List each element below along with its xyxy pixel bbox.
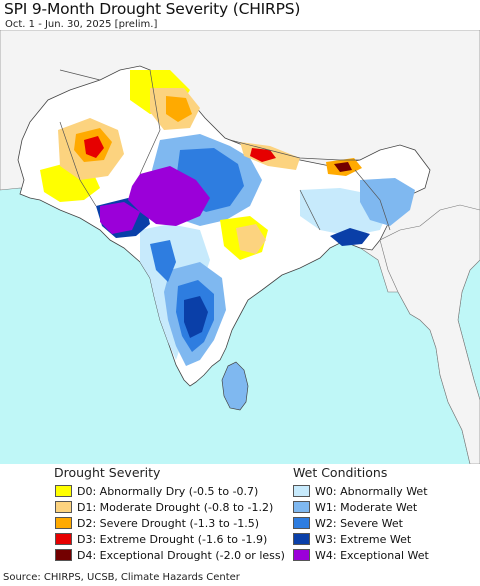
source-credit: Source: CHIRPS, UCSB, Climate Hazards Ce… [3,572,240,583]
legend-label: W3: Extreme Wet [315,532,412,546]
legend-label: W0: Abnormally Wet [315,484,428,498]
legend-item-d0: D0: Abnormally Dry (-0.5 to -0.7) [55,484,258,498]
legend-item-d3: D3: Extreme Drought (-1.6 to -1.9) [55,532,267,546]
legend-item-w2: W2: Severe Wet [293,516,403,530]
drought-map [0,30,480,464]
legend-item-w0: W0: Abnormally Wet [293,484,428,498]
d4-region-bhutan [334,162,352,172]
legend-label: D2: Severe Drought (-1.3 to -1.5) [77,516,260,530]
map-title: SPI 9-Month Drought Severity (CHIRPS) [4,0,301,18]
legend-label: W1: Moderate Wet [315,500,418,514]
d0-swatch [55,485,72,497]
legend-label: D3: Extreme Drought (-1.6 to -1.9) [77,532,268,546]
w4-swatch [293,549,310,561]
w4-region-gujarat [100,202,140,234]
d3-region-pakistan [84,136,104,158]
sri-lanka [221,361,249,411]
w2-swatch [293,517,310,529]
legend-item-d4: D4: Exceptional Drought (-2.0 or less) [55,548,285,562]
legend-item-d1: D1: Moderate Drought (-0.8 to -1.2) [55,500,273,514]
legend-item-d2: D2: Severe Drought (-1.3 to -1.5) [55,516,259,530]
d2-region-kashmir [166,96,192,122]
legend-label: D4: Exceptional Drought (-2.0 or less) [77,548,285,562]
legend-item-w1: W1: Moderate Wet [293,500,417,514]
legend-label: W4: Exceptional Wet [315,548,429,562]
map-subtitle: Oct. 1 - Jun. 30, 2025 [prelim.] [5,19,158,30]
w0-swatch [293,485,310,497]
wet-legend-heading: Wet Conditions [293,465,388,480]
d2-swatch [55,517,72,529]
d3-region-nepal [250,148,276,162]
d3-swatch [55,533,72,545]
drought-legend-heading: Drought Severity [54,465,161,480]
w4-region-central [128,166,210,226]
w3-swatch [293,533,310,545]
legend-label: D0: Abnormally Dry (-0.5 to -0.7) [77,484,259,498]
land-myanmar [379,204,480,464]
w3-region-south [184,296,208,338]
legend-label: W2: Severe Wet [315,516,403,530]
w2-region-west-coast [150,240,176,282]
w1-region-ne [360,178,415,226]
w1-swatch [293,501,310,513]
legend-label: D1: Moderate Drought (-0.8 to -1.2) [77,500,274,514]
d1-swatch [55,501,72,513]
country-borders [59,69,391,231]
legend-item-w4: W4: Exceptional Wet [293,548,429,562]
d4-swatch [55,549,72,561]
legend-item-w3: W3: Extreme Wet [293,532,411,546]
w3-region-ne-coast [330,228,370,246]
d1-region-east [236,224,266,254]
map-legend: Drought Severity Wet Conditions D0: Abno… [0,464,480,568]
